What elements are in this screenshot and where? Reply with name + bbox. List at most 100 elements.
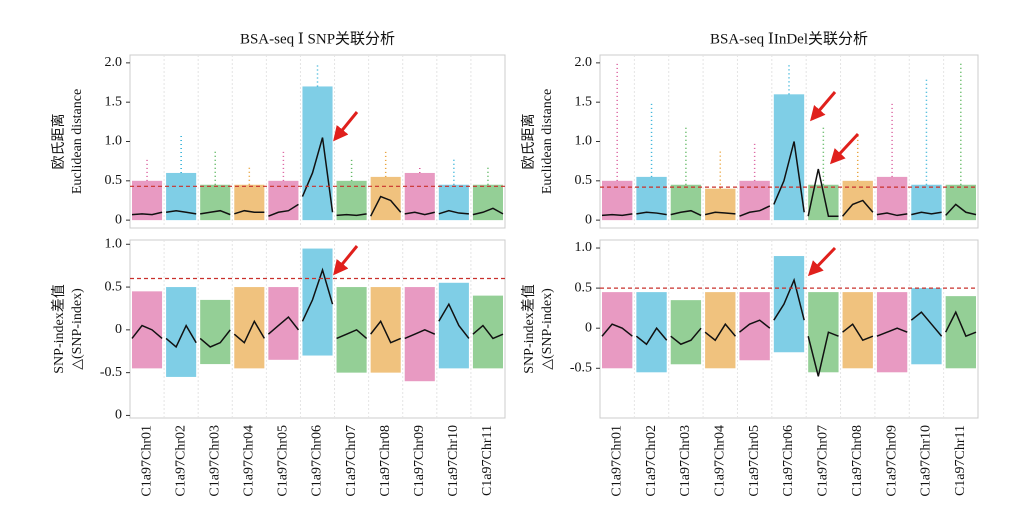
chart-title: BSA-seq Ⅰ SNP关联分析 (240, 30, 395, 47)
smooth-line (704, 322, 737, 342)
x-tick-label: C1a97Chr02 (644, 425, 659, 497)
smooth-line (301, 137, 334, 213)
y-axis-label: 欧氏距离 (520, 114, 537, 170)
charts: BSA-seq Ⅰ SNP关联分析 C1a97Chr01 C1a97Chr02 C1a… (50, 30, 979, 497)
smooth-line (636, 211, 667, 216)
smooth-line (807, 331, 839, 377)
point-cloud (773, 256, 805, 353)
y-tick-label: 2.0 (575, 55, 593, 70)
smooth-line (301, 267, 334, 322)
y-axis-label: SNP-index差值 (521, 284, 537, 373)
smooth-line (876, 327, 908, 337)
x-tick-label: C1a97Chr01 (139, 425, 154, 497)
arrows (333, 91, 860, 277)
smooth-line (165, 209, 197, 215)
smooth-line (438, 302, 470, 339)
x-tick-label: C1a97Chr05 (747, 425, 762, 497)
point-cloud (911, 184, 942, 221)
y-axis-label: Euclidean distance (540, 89, 555, 194)
point-cloud (234, 287, 265, 369)
y-axis-label: 欧氏距离 (50, 114, 67, 170)
y-tick-label: -0.5 (570, 361, 592, 376)
y-axis-label: △(SNP-index) (540, 288, 555, 370)
point-cloud (404, 172, 435, 221)
smooth-line (199, 329, 231, 348)
smooth-line (601, 213, 633, 217)
smooth-line (773, 277, 805, 321)
x-tick-label: C1a97Chr03 (207, 425, 222, 497)
point-cloud (438, 282, 469, 369)
x-tick-label: C1a97Chr09 (412, 425, 427, 497)
y-tick-label: 0.5 (575, 173, 593, 188)
arrow (829, 132, 860, 165)
smooth-line (336, 328, 368, 340)
point-cloud (842, 292, 873, 369)
y-tick-label: 0 (585, 320, 592, 335)
point-cloud (336, 180, 367, 221)
y-axis-label: Euclidean distance (70, 89, 85, 194)
smooth-line (773, 141, 805, 213)
x-tick-label: C1a97Chr03 (678, 425, 693, 497)
smooth-line (404, 329, 436, 340)
x-tick-label: C1a97Chr05 (276, 425, 291, 497)
point-cloud (705, 188, 736, 221)
smooth-line (635, 326, 668, 346)
smooth-line (911, 211, 942, 216)
point-cloud (945, 184, 976, 221)
smooth-line (601, 323, 633, 337)
smooth-line (233, 319, 266, 344)
smooth-line (670, 209, 702, 217)
y-tick-label: 0 (115, 408, 122, 423)
point-cloud (200, 184, 231, 221)
smooth-line (165, 323, 197, 349)
x-tick-label: C1a97Chr11 (953, 425, 968, 496)
smooth-line (200, 209, 231, 216)
x-tick-label: C1a97Chr02 (173, 425, 188, 497)
y-tick-label: 1.0 (105, 134, 123, 149)
point-cloud (404, 287, 435, 382)
panel-frame (129, 239, 506, 419)
y-tick-label: 0 (115, 212, 122, 227)
smooth-line (876, 212, 908, 217)
smooth-line (438, 209, 469, 215)
point-cloud (472, 184, 503, 221)
x-tick-label: C1a97Chr10 (446, 425, 461, 497)
arrow (333, 245, 359, 276)
x-tick-label: C1a97Chr01 (609, 425, 624, 497)
x-tick-label: C1a97Chr11 (480, 425, 495, 496)
point-cloud (773, 94, 805, 221)
point-cloud (438, 184, 469, 221)
y-axis-label: △(SNP-index) (70, 288, 85, 370)
smooth-line (739, 205, 771, 217)
y-axis-label: SNP-index差值 (51, 284, 67, 373)
smooth-line (131, 211, 163, 216)
smooth-line (336, 213, 367, 217)
point-cloud (166, 172, 197, 221)
x-tick-label: C1a97Chr07 (344, 425, 359, 497)
point-cloud (166, 287, 197, 377)
x-tick-label: C1a97Chr06 (310, 425, 325, 497)
arrow (807, 246, 837, 277)
point-cloud (200, 299, 231, 365)
point-cloud (234, 184, 265, 221)
smooth-line (404, 211, 435, 216)
smooth-line (268, 203, 299, 217)
point-cloud (670, 184, 702, 221)
point-cloud (636, 292, 667, 373)
point-cloud (336, 287, 367, 373)
chart-title: BSA-seq ⅠInDel关联分析 (710, 30, 868, 47)
arrow (333, 111, 359, 142)
point-cloud (911, 288, 942, 365)
smooth-line (267, 315, 300, 335)
smooth-line (704, 211, 736, 216)
y-tick-label: 1.0 (105, 236, 123, 251)
y-tick-label: 0 (115, 322, 122, 337)
smooth-line (131, 324, 163, 339)
smooth-line (945, 203, 977, 216)
x-tick-label: C1a97Chr04 (242, 425, 257, 497)
smooth-line (472, 324, 504, 340)
smooth-line (370, 319, 402, 344)
smooth-line (841, 199, 874, 217)
